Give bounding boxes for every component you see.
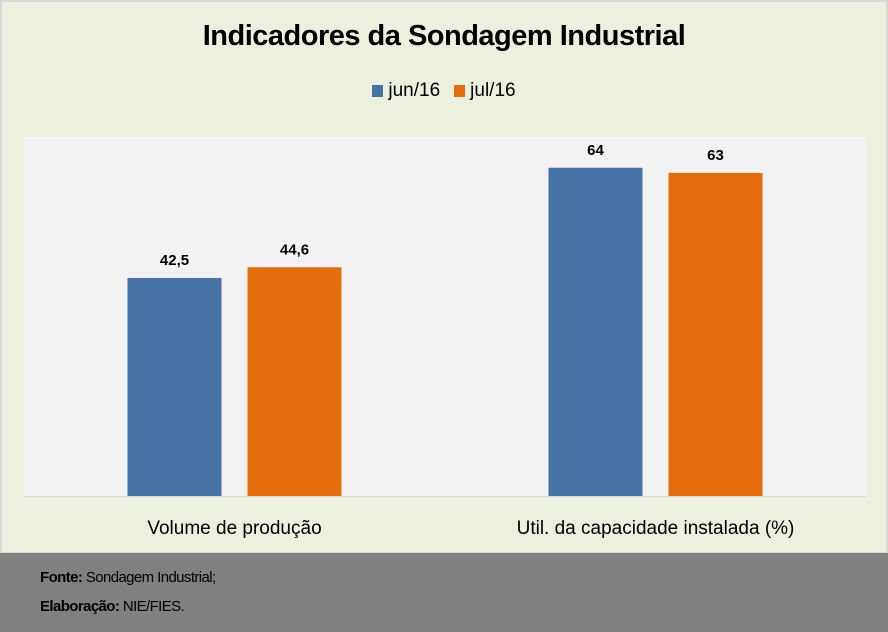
footer: Fonte: Sondagem Industrial; Elaboração: … [0,553,888,632]
bar-jun16-cat0 [127,278,222,496]
chart-title: Indicadores da Sondagem Industrial [202,20,686,52]
source-value: Sondagem Industrial; [85,569,216,586]
bar-jun16-cat1 [548,167,643,496]
bar-jul16-cat0 [247,267,342,496]
credit-label: Elaboração: [40,598,120,615]
legend-item-jun16: jun/16 [372,80,440,102]
labels-group: 42,5 44,6 Volume de produção 64 63 Util. da c… [147,142,794,539]
credit-value: NIE/FIES. [122,598,185,615]
category-label-0: Volume de produção [147,518,321,539]
legend-label-jun16: jun/16 [388,80,441,101]
source-label: Fonte: [40,569,83,586]
data-label-jul16-cat1: 63 [707,147,724,164]
category-label-1: Util. da capacidade instalada (%) [517,518,795,539]
data-label-jun16-cat1: 64 [587,142,604,159]
source-line: Fonte: Sondagem Industrial; [40,569,216,586]
credit-line: Elaboração: NIE/FIES. [40,598,185,615]
bar-jul16-cat1 [668,172,763,496]
legend-item-jul16: jul/16 [454,80,516,102]
legend-label-jul16: jul/16 [470,80,516,101]
data-label-jul16-cat0: 44,6 [280,241,309,258]
legend: jun/16 jul/16 [0,80,888,102]
legend-swatch-jun16 [372,85,384,97]
bars-group [127,167,763,496]
data-label-jun16-cat0: 42,5 [160,252,189,269]
legend-swatch-jul16 [454,85,466,97]
chart-plot: 42,5 44,6 Volume de produção 64 63 Util. da c… [24,137,866,539]
